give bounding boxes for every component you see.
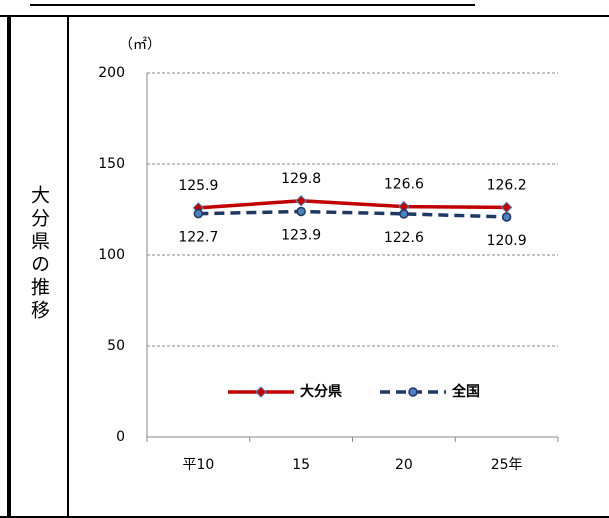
legend-label: 大分県 [300, 383, 342, 400]
side-label: 大分県の推移 [28, 185, 50, 323]
series-line [198, 209, 507, 219]
data-label: 126.6 [384, 177, 424, 193]
data-label: 122.6 [384, 230, 424, 246]
marker [255, 386, 267, 398]
data-label: 126.2 [487, 177, 527, 193]
marker [408, 387, 418, 397]
y-tick-label: 100 [98, 247, 125, 263]
data-label: 129.8 [281, 171, 321, 187]
marker [193, 208, 204, 219]
unit-label: （㎡） [119, 37, 161, 53]
y-tick-label: 200 [98, 65, 125, 81]
data-label: 125.9 [178, 178, 218, 194]
y-tick-label: 50 [107, 338, 125, 354]
marker [296, 206, 306, 217]
series-line [198, 199, 507, 210]
marker [500, 201, 513, 214]
y-tick-label: 150 [98, 156, 125, 172]
marker [295, 195, 307, 207]
x-tick-label: 15 [292, 457, 310, 473]
x-tick-label: 20 [395, 457, 413, 473]
data-label: 123.9 [281, 228, 321, 244]
legend-label: 全国 [451, 383, 480, 400]
x-tick-label: 平10 [182, 457, 214, 473]
marker [399, 209, 409, 219]
x-tick-label: 25年 [491, 457, 523, 473]
y-tick-label: 0 [116, 429, 125, 445]
marker [501, 212, 512, 222]
data-label: 122.7 [178, 230, 218, 246]
data-label: 120.9 [487, 233, 527, 249]
